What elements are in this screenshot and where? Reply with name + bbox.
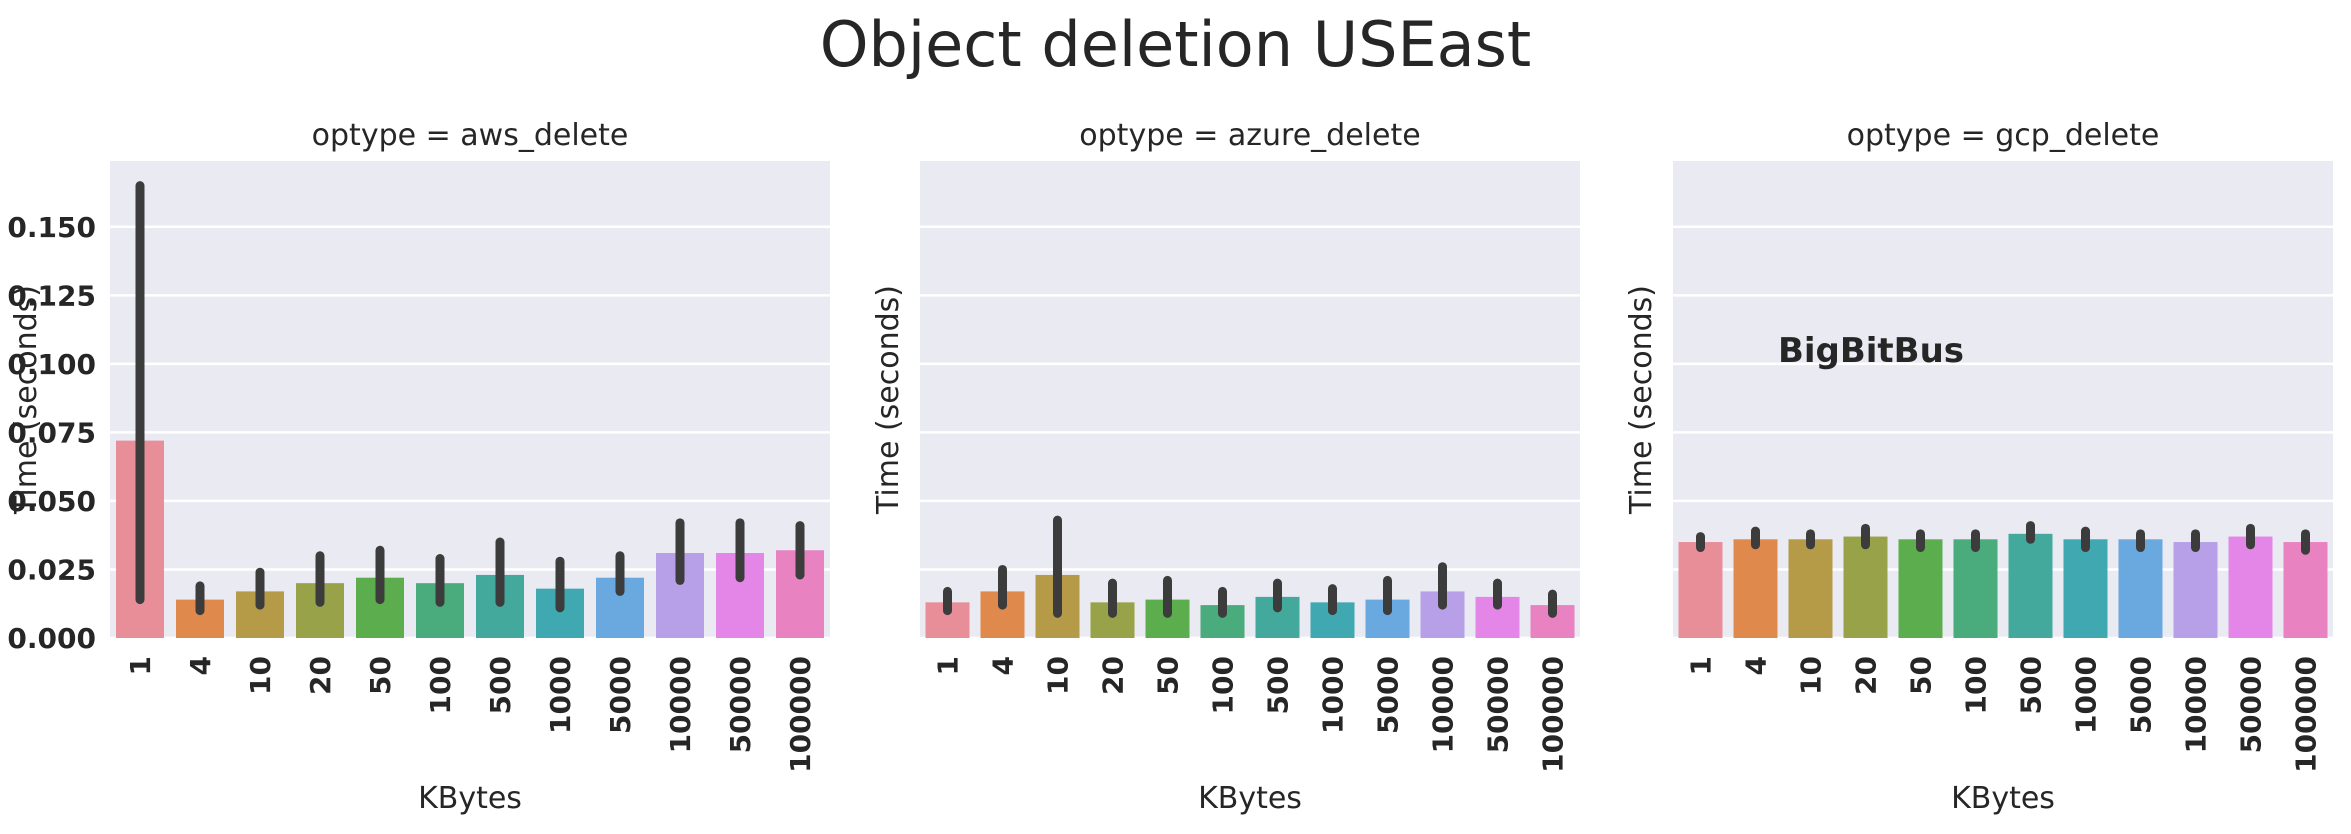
y-axis-label: Time (seconds) xyxy=(9,285,44,515)
bar xyxy=(2063,539,2108,638)
x-tick-label: 50 xyxy=(1905,656,1938,695)
x-tick-label: 10000 xyxy=(1427,656,1460,753)
x-tick-label: 10 xyxy=(244,656,277,695)
y-tick-label: 0.000 xyxy=(7,622,96,655)
bar xyxy=(2228,536,2273,638)
x-tick-label: 10000 xyxy=(664,656,697,753)
panel-title: optype = azure_delete xyxy=(1079,118,1420,153)
x-tick-label: 50000 xyxy=(1482,656,1515,753)
bar xyxy=(2008,533,2053,638)
x-tick-label: 500 xyxy=(1262,656,1295,714)
x-tick-label: 20 xyxy=(1097,656,1130,695)
bar xyxy=(1733,539,1778,638)
plot-area-1 xyxy=(110,161,830,638)
y-tick-label: 0.125 xyxy=(7,279,96,312)
x-tick-label: 500 xyxy=(2015,656,2048,714)
bar xyxy=(1898,539,1943,638)
x-tick-label: 4 xyxy=(1740,656,1773,675)
x-tick-label: 1000 xyxy=(544,656,577,734)
x-tick-label: 10 xyxy=(1042,656,1075,695)
y-axis-label: Time (seconds) xyxy=(1624,285,1659,515)
x-tick-label: 1 xyxy=(124,656,157,675)
x-tick-label: 1000 xyxy=(2070,656,2103,734)
x-axis-label: KBytes xyxy=(1198,781,1302,816)
panel-title: optype = aws_delete xyxy=(312,118,629,153)
x-tick-label: 50 xyxy=(1152,656,1185,695)
y-axis-label: Time (seconds) xyxy=(871,285,906,515)
x-tick-label: 5000 xyxy=(2125,656,2158,734)
plot-area-2 xyxy=(920,161,1580,638)
bar xyxy=(1678,542,1723,638)
y-tick-label: 0.025 xyxy=(7,553,96,586)
x-tick-label: 4 xyxy=(184,656,217,675)
watermark-text: BigBitBus xyxy=(1778,331,1964,371)
x-tick-label: 1 xyxy=(1685,656,1718,675)
bar xyxy=(2283,542,2328,638)
x-tick-label: 500 xyxy=(484,656,517,714)
x-tick-label: 100000 xyxy=(2290,656,2323,773)
x-tick-label: 50000 xyxy=(2235,656,2268,753)
x-axis-label: KBytes xyxy=(1951,781,2055,816)
x-tick-label: 5000 xyxy=(604,656,637,734)
bar xyxy=(1788,539,1833,638)
x-tick-label: 100 xyxy=(424,656,457,714)
bar xyxy=(2118,539,2163,638)
bar xyxy=(1843,536,1888,638)
x-tick-label: 100000 xyxy=(784,656,817,773)
x-tick-label: 50 xyxy=(364,656,397,695)
x-tick-label: 5000 xyxy=(1372,656,1405,734)
y-tick-label: 0.100 xyxy=(7,348,96,381)
x-tick-label: 50000 xyxy=(724,656,757,753)
bar xyxy=(1953,539,1998,638)
x-tick-label: 100 xyxy=(1207,656,1240,714)
x-tick-label: 20 xyxy=(1850,656,1883,695)
x-tick-label: 1 xyxy=(932,656,965,675)
plot-area-3 xyxy=(1673,161,2333,638)
bar xyxy=(2173,542,2218,638)
chart-title: Object deletion USEast xyxy=(819,8,1532,81)
x-tick-label: 4 xyxy=(987,656,1020,675)
x-tick-label: 100 xyxy=(1960,656,1993,714)
y-tick-label: 0.075 xyxy=(7,416,96,449)
x-axis-label: KBytes xyxy=(418,781,522,816)
x-tick-label: 1000 xyxy=(1317,656,1350,734)
panel-title: optype = gcp_delete xyxy=(1847,118,2160,153)
y-tick-label: 0.050 xyxy=(7,485,96,518)
x-tick-label: 10 xyxy=(1795,656,1828,695)
x-tick-label: 100000 xyxy=(1537,656,1570,773)
x-tick-label: 10000 xyxy=(2180,656,2213,753)
x-tick-label: 20 xyxy=(304,656,337,695)
y-tick-label: 0.150 xyxy=(7,211,96,244)
